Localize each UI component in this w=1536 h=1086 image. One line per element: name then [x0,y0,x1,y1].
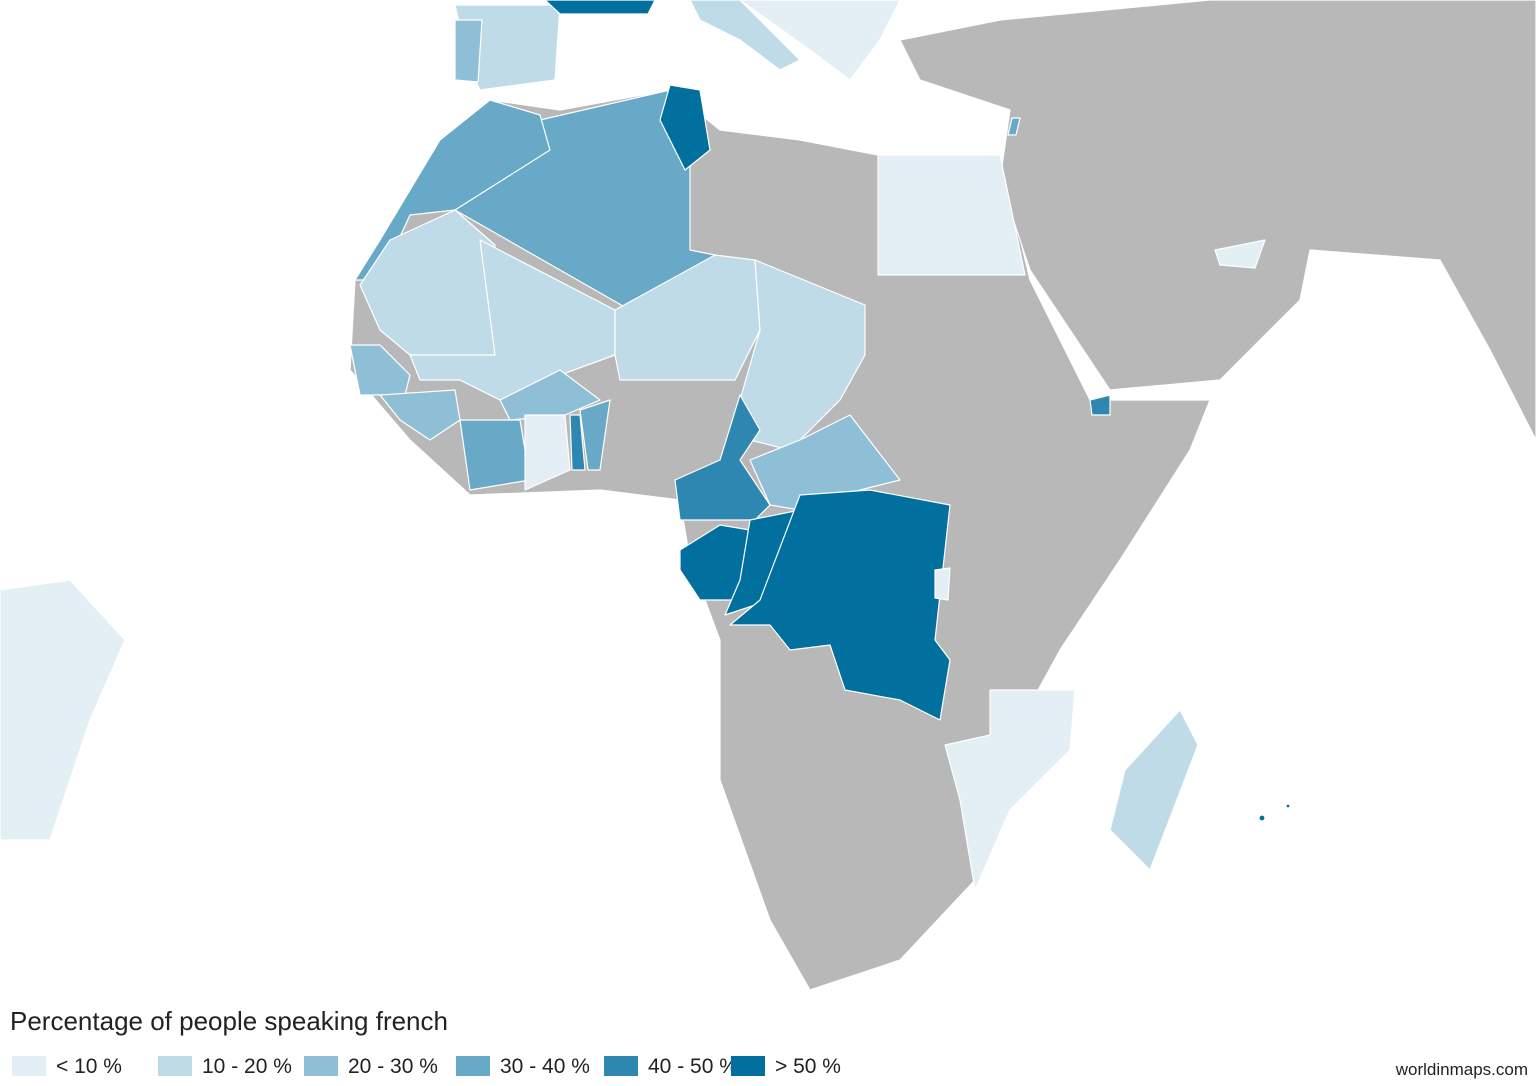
ghana [524,414,571,491]
egypt [877,154,1026,276]
benin [579,399,611,471]
legend-label: > 50 % [775,1055,841,1078]
italy [689,0,801,71]
legend-label: 10 - 20 % [202,1055,292,1078]
legend-title: Percentage of people speaking french [10,1006,448,1036]
legend-swatch [158,1056,192,1076]
asia-base [899,0,1536,441]
brazil [0,579,126,841]
niger [614,254,761,381]
togo [569,414,586,471]
morocco [354,99,551,281]
legend-swatch [604,1056,638,1076]
tunisia [659,84,711,171]
ivory-coast [459,419,531,491]
map [0,0,1536,991]
djibouti [1089,394,1111,416]
legend-label: 20 - 30 % [348,1055,438,1078]
legend-swatch [304,1056,338,1076]
france [544,0,656,15]
lebanon [1007,117,1021,136]
burundi [934,567,951,601]
madagascar [1109,709,1199,871]
legend-swatch [731,1056,765,1076]
congo [724,509,801,616]
legend-label: < 10 % [56,1055,122,1078]
mauritius [1285,803,1291,809]
guinea [379,389,461,441]
legend-label: 30 - 40 % [500,1055,590,1078]
legend-label: 40 - 50 % [648,1055,738,1078]
reunion [1258,814,1266,822]
dr-congo [729,489,951,721]
balkans [739,0,901,81]
burkina-faso [499,369,601,421]
senegal [349,344,411,396]
legend-swatch [456,1056,490,1076]
legend: < 10 % 10 - 20 % 20 - 30 % 30 - 40 % 40 - 50… [12,1055,841,1078]
mozambique [944,689,1076,891]
legend-swatch [12,1056,46,1076]
portugal [454,19,483,83]
credit: worldinmaps.com [1395,1060,1528,1079]
central-african-republic [749,414,901,511]
uae [1214,239,1266,269]
